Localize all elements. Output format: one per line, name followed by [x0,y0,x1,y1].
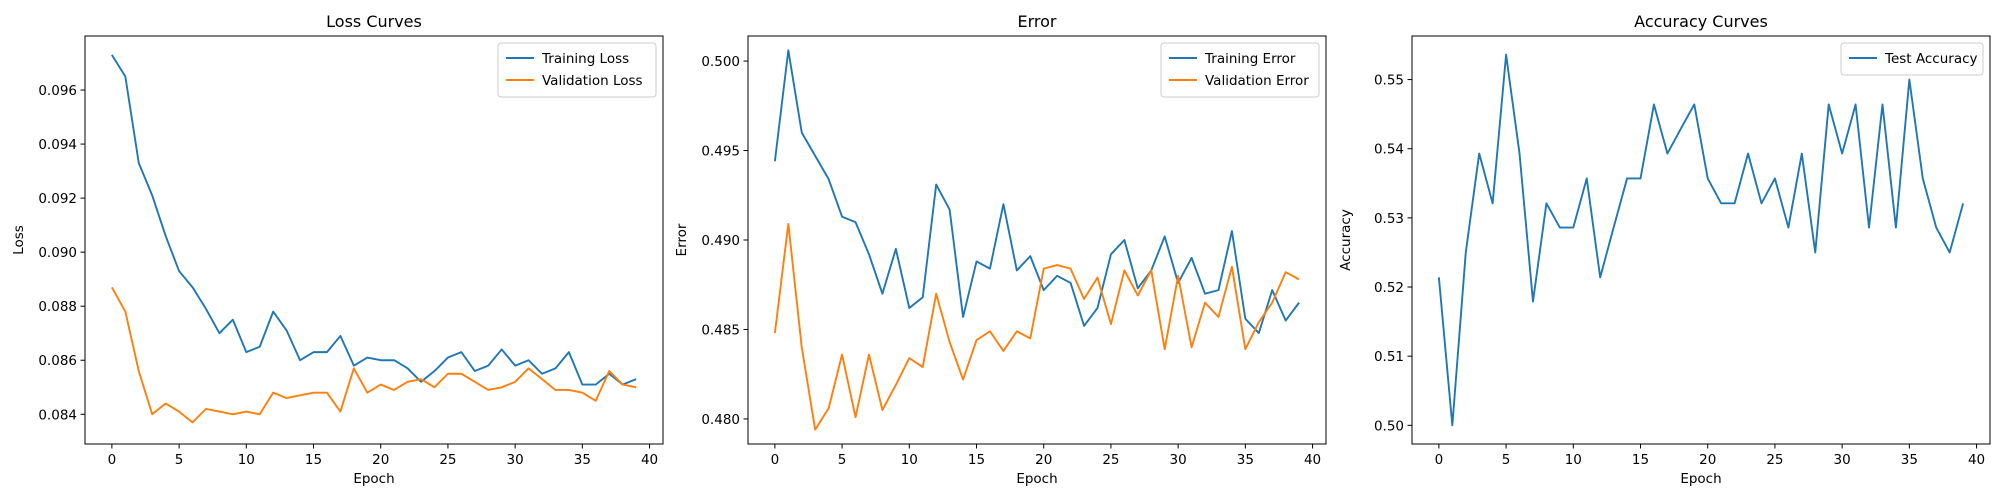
x-tick-label: 20 [372,452,389,468]
x-tick-label: 5 [175,452,184,468]
x-tick-label: 35 [574,452,591,468]
chart-panel-2: 0 5 10 15 20 25 30 35 40 0.480 0.485 0.490 0.495 0.50… [674,12,1327,487]
x-tick-label: 25 [439,452,456,468]
x-axis-label: Epoch [353,471,394,487]
x-tick-label: 0 [108,452,117,468]
y-tick-label: 0.53 [1374,211,1404,227]
chart-panel-1: 0 5 10 15 20 25 30 35 40 0.084 0.086 0.088 0.090 0.09… [11,12,664,487]
legend-box [497,42,657,98]
y-axis-label: Loss [11,225,27,255]
axes-frame [1411,35,1991,445]
x-tick-label: 10 [901,452,918,468]
series-line-training-loss [111,54,637,386]
chart-title: Error [1018,12,1057,31]
legend-label: Training Loss [541,51,629,67]
x-tick-label: 10 [238,452,255,468]
x-tick-label: 30 [507,452,524,468]
x-tick-label: 5 [838,452,847,468]
x-tick-label: 35 [1237,452,1254,468]
series-line-validation-loss [111,286,637,424]
y-tick-label: 0.480 [701,412,740,428]
x-tick-label: 5 [1502,452,1511,468]
y-axis-label: Error [674,223,690,256]
chart-panel-3: 0 5 10 15 20 25 30 35 40 0.50 0.51 0.52 0.53 0.54 0.55… [1338,12,1991,487]
y-tick-label: 0.088 [38,299,77,315]
x-tick-label: 20 [1035,452,1052,468]
y-tick-label: 0.485 [701,322,740,338]
x-tick-label: 0 [771,452,780,468]
legend: Test Accuracy [1840,42,1984,76]
legend: Training Loss Validation Loss [497,42,657,98]
legend-box [1840,42,1984,76]
y-tick-label: 0.51 [1374,349,1404,365]
legend-box [1160,42,1320,98]
x-tick-label: 30 [1834,452,1851,468]
x-tick-label: 40 [1968,452,1985,468]
y-tick-label: 0.55 [1374,73,1404,89]
x-tick-label: 25 [1766,452,1783,468]
axes-frame [84,35,664,445]
y-tick-label: 0.490 [701,233,740,249]
x-tick-label: 10 [1565,452,1582,468]
series-line-test-accuracy [1437,53,1965,427]
y-tick-label: 0.096 [38,83,77,99]
y-tick-label: 0.52 [1374,280,1404,296]
y-tick-label: 0.500 [701,54,740,70]
series-line-training-error [773,49,1300,334]
x-tick-label: 20 [1699,452,1716,468]
y-tick-label: 0.092 [38,191,77,207]
y-tick-label: 0.084 [38,407,77,423]
x-tick-label: 40 [1304,452,1321,468]
y-tick-label: 0.094 [38,137,77,153]
y-tick-label: 0.50 [1374,418,1404,434]
legend: Training Error Validation Error [1160,42,1320,98]
series-line-validation-error [773,222,1300,431]
legend-label: Validation Loss [542,73,643,89]
y-tick-label: 0.090 [38,245,77,261]
y-tick-label: 0.495 [701,144,740,160]
x-tick-label: 15 [305,452,322,468]
x-tick-label: 30 [1170,452,1187,468]
y-axis-label: Accuracy [1338,209,1354,271]
x-tick-label: 15 [1632,452,1649,468]
x-tick-label: 15 [968,452,985,468]
x-tick-label: 0 [1435,452,1444,468]
y-tick-label: 0.086 [38,353,77,369]
x-tick-label: 40 [641,452,658,468]
y-tick-label: 0.54 [1374,142,1404,158]
chart-title: Accuracy Curves [1634,12,1768,31]
x-axis-label: Epoch [1680,471,1721,487]
legend-label: Test Accuracy [1884,51,1978,67]
x-tick-label: 25 [1102,452,1119,468]
legend-label: Validation Error [1205,73,1309,89]
x-axis-label: Epoch [1016,471,1057,487]
chart-title: Loss Curves [326,12,422,31]
x-tick-label: 35 [1901,452,1918,468]
legend-label: Training Error [1204,51,1296,67]
